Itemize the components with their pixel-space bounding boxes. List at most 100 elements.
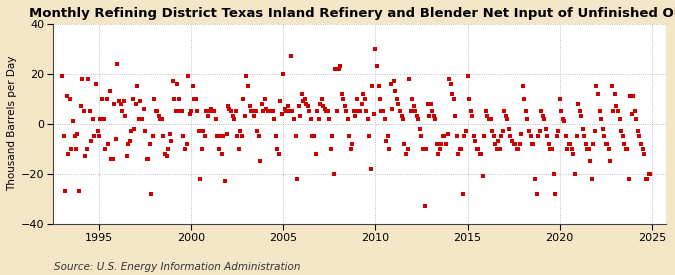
- Point: [83, 77, 94, 81]
- Point: [542, 134, 553, 138]
- Point: [605, 159, 616, 163]
- Point: [149, 97, 160, 101]
- Point: [255, 159, 266, 163]
- Point: [543, 142, 554, 146]
- Point: [517, 84, 528, 89]
- Point: [167, 79, 178, 84]
- Point: [241, 74, 252, 78]
- Point: [74, 189, 84, 193]
- Point: [159, 152, 170, 156]
- Point: [58, 134, 69, 138]
- Point: [265, 109, 276, 114]
- Point: [442, 131, 453, 136]
- Point: [278, 72, 289, 76]
- Point: [123, 142, 134, 146]
- Point: [499, 109, 510, 114]
- Point: [631, 117, 642, 121]
- Point: [531, 191, 542, 196]
- Point: [261, 106, 272, 111]
- Point: [224, 106, 235, 111]
- Point: [490, 142, 501, 146]
- Point: [275, 99, 286, 103]
- Point: [217, 152, 227, 156]
- Point: [360, 109, 371, 114]
- Point: [218, 134, 229, 138]
- Point: [431, 142, 442, 146]
- Point: [525, 134, 536, 138]
- Point: [408, 104, 419, 108]
- Point: [341, 109, 352, 114]
- Point: [118, 99, 129, 103]
- Point: [158, 134, 169, 138]
- Point: [333, 67, 344, 71]
- Point: [508, 142, 519, 146]
- Point: [236, 134, 247, 138]
- Point: [390, 89, 401, 94]
- Point: [296, 92, 307, 96]
- Point: [195, 177, 206, 181]
- Point: [69, 134, 80, 138]
- Point: [90, 82, 101, 86]
- Point: [92, 129, 103, 133]
- Point: [511, 147, 522, 151]
- Point: [477, 174, 488, 178]
- Point: [460, 129, 471, 133]
- Point: [80, 154, 90, 158]
- Point: [625, 94, 636, 98]
- Point: [230, 109, 241, 114]
- Point: [393, 101, 404, 106]
- Point: [410, 109, 421, 114]
- Point: [138, 106, 149, 111]
- Point: [491, 147, 502, 151]
- Point: [585, 159, 596, 163]
- Point: [86, 139, 97, 143]
- Point: [422, 101, 433, 106]
- Point: [562, 147, 573, 151]
- Point: [412, 114, 423, 119]
- Point: [362, 117, 373, 121]
- Point: [570, 171, 580, 176]
- Point: [493, 139, 504, 143]
- Point: [68, 119, 78, 123]
- Point: [136, 117, 147, 121]
- Point: [566, 147, 577, 151]
- Point: [272, 147, 283, 151]
- Point: [359, 97, 370, 101]
- Point: [629, 109, 640, 114]
- Point: [172, 82, 183, 86]
- Point: [258, 109, 269, 114]
- Point: [302, 104, 313, 108]
- Point: [244, 104, 255, 108]
- Point: [134, 117, 144, 121]
- Point: [435, 147, 446, 151]
- Point: [608, 109, 619, 114]
- Point: [496, 134, 507, 138]
- Point: [580, 142, 591, 146]
- Point: [95, 117, 106, 121]
- Point: [371, 64, 382, 68]
- Point: [276, 112, 287, 116]
- Point: [599, 134, 610, 138]
- Point: [329, 171, 340, 176]
- Point: [338, 97, 348, 101]
- Point: [373, 84, 384, 89]
- Point: [452, 134, 462, 138]
- Point: [588, 142, 599, 146]
- Point: [593, 92, 603, 96]
- Point: [155, 117, 166, 121]
- Point: [267, 109, 278, 114]
- Point: [242, 84, 253, 89]
- Point: [421, 147, 431, 151]
- Point: [169, 97, 180, 101]
- Point: [535, 129, 545, 133]
- Point: [124, 139, 135, 143]
- Point: [398, 117, 408, 121]
- Point: [603, 147, 614, 151]
- Point: [583, 147, 594, 151]
- Point: [207, 109, 218, 114]
- Point: [505, 134, 516, 138]
- Point: [293, 104, 304, 108]
- Point: [88, 117, 99, 121]
- Point: [645, 171, 655, 176]
- Point: [330, 67, 341, 71]
